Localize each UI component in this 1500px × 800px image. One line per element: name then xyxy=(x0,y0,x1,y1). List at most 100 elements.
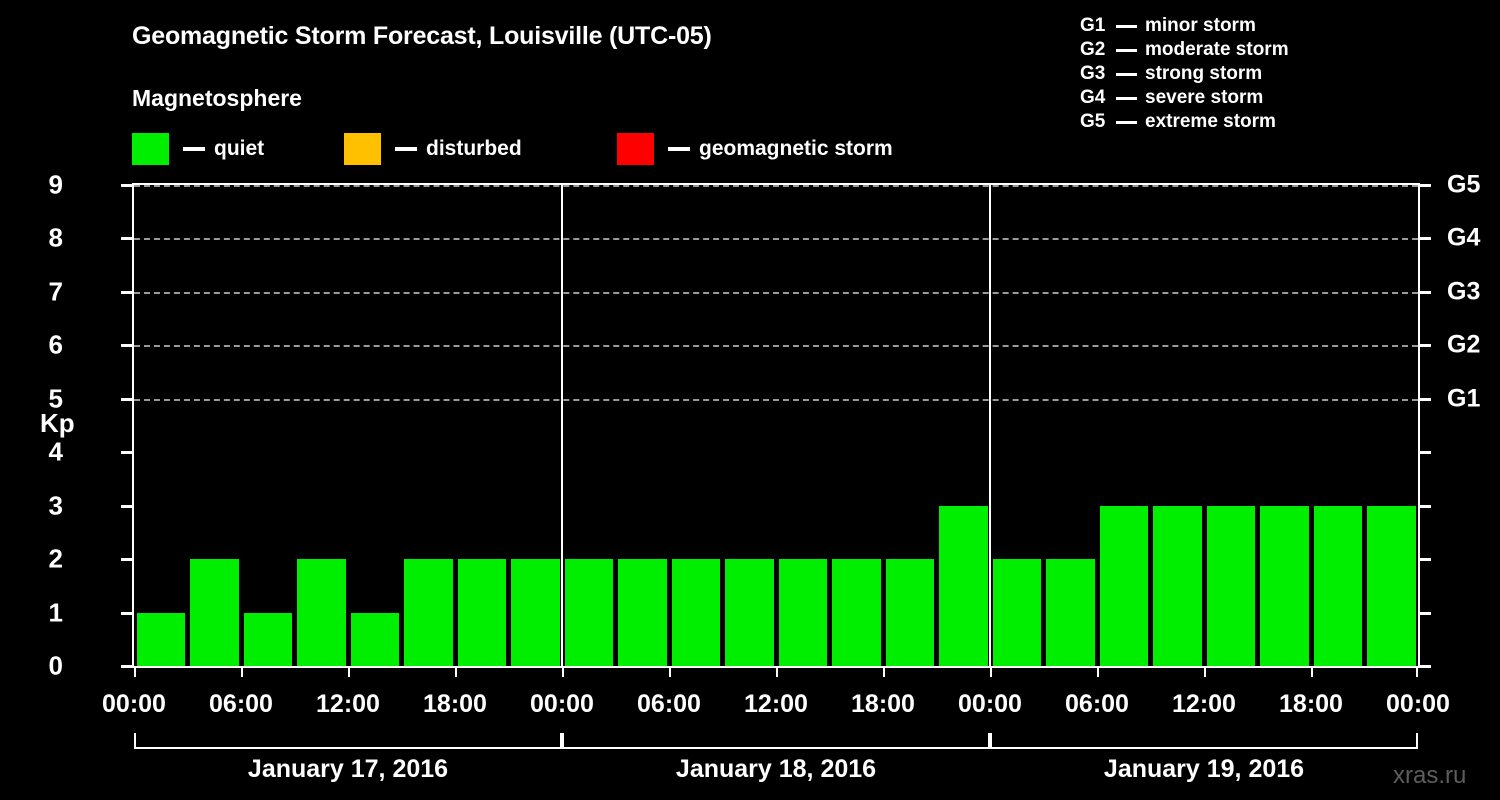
right-axis-tick xyxy=(1418,665,1431,668)
legend-swatch-disturbed xyxy=(344,133,381,165)
x-tick xyxy=(883,666,885,677)
bar[interactable] xyxy=(190,559,239,666)
bar[interactable] xyxy=(564,559,613,666)
x-tick-label: 00:00 xyxy=(102,690,166,718)
y-tick-label: 6 xyxy=(48,329,63,360)
day-bracket xyxy=(562,733,990,749)
legend-dash-icon xyxy=(395,147,417,151)
legend-swatch-quiet xyxy=(132,133,169,165)
g-legend-dash-icon xyxy=(1116,48,1137,52)
x-tick xyxy=(1097,666,1099,677)
legend-label: quiet xyxy=(214,137,265,160)
right-axis-label-g3: G3 xyxy=(1447,277,1481,306)
gridline-kp-6 xyxy=(134,345,1418,348)
day-label: January 19, 2016 xyxy=(1103,755,1305,783)
bar[interactable] xyxy=(885,559,934,666)
x-tick xyxy=(1311,666,1313,677)
g-legend-row-g2: G2 moderate storm xyxy=(1080,38,1289,62)
y-tick xyxy=(121,611,134,615)
right-axis-label-g1: G1 xyxy=(1447,384,1481,413)
bar[interactable] xyxy=(1099,505,1148,666)
legend-item-disturbed[interactable]: disturbed xyxy=(344,131,522,167)
x-tick xyxy=(1204,666,1206,677)
bar[interactable] xyxy=(1046,559,1095,666)
bar[interactable] xyxy=(778,559,827,666)
g-legend-description: extreme storm xyxy=(1145,111,1276,132)
g-legend-description: moderate storm xyxy=(1145,39,1289,60)
x-tick-label: 12:00 xyxy=(744,690,808,718)
bar[interactable] xyxy=(243,612,292,666)
g-scale-legend: G1 minor storm G2 moderate storm G3 strong st… xyxy=(1080,14,1289,134)
bar[interactable] xyxy=(511,559,560,666)
bar[interactable] xyxy=(992,559,1041,666)
bar[interactable] xyxy=(832,559,881,666)
bar[interactable] xyxy=(350,612,399,666)
x-tick-label: 12:00 xyxy=(316,690,380,718)
bar[interactable] xyxy=(1260,505,1309,666)
y-tick-label: 9 xyxy=(48,169,63,200)
y-tick-label: 8 xyxy=(48,222,63,253)
y-tick-label: 0 xyxy=(48,650,63,681)
legend-item-geomagnetic-storm[interactable]: geomagnetic storm xyxy=(617,131,893,167)
legend-dash-icon xyxy=(183,147,205,151)
bar[interactable] xyxy=(671,559,720,666)
x-tick xyxy=(562,666,564,677)
page-title: Geomagnetic Storm Forecast, Louisville (… xyxy=(132,22,712,50)
bar[interactable] xyxy=(1153,505,1202,666)
bar[interactable] xyxy=(136,612,185,666)
bar[interactable] xyxy=(1367,505,1416,666)
g-legend-dash-icon xyxy=(1116,72,1137,76)
g-legend-code: G2 xyxy=(1080,39,1106,60)
g-legend-code: G3 xyxy=(1080,63,1106,84)
legend-label: geomagnetic storm xyxy=(699,137,893,160)
x-tick xyxy=(241,666,243,677)
day-separator xyxy=(989,185,991,666)
right-axis-tick xyxy=(1418,290,1431,294)
x-tick xyxy=(348,666,350,677)
right-axis-tick xyxy=(1418,344,1431,348)
right-axis-tick xyxy=(1418,184,1431,187)
y-tick-label: 3 xyxy=(48,490,63,521)
bar[interactable] xyxy=(1313,505,1362,666)
x-tick xyxy=(776,666,778,677)
watermark: xras.ru xyxy=(1393,762,1467,789)
bar[interactable] xyxy=(939,505,988,666)
g-legend-code: G4 xyxy=(1080,87,1106,108)
x-tick xyxy=(990,666,992,677)
bar[interactable] xyxy=(1206,505,1255,666)
legend-label: disturbed xyxy=(426,137,522,160)
chart-subtitle: Magnetosphere xyxy=(132,85,302,111)
legend-item-quiet[interactable]: quiet xyxy=(132,131,264,167)
right-axis-label-g4: G4 xyxy=(1447,223,1481,252)
bar[interactable] xyxy=(457,559,506,666)
bars-layer xyxy=(134,185,1418,666)
x-tick-label: 00:00 xyxy=(530,690,594,718)
y-tick xyxy=(121,451,134,455)
bar[interactable] xyxy=(297,559,346,666)
right-axis-tick xyxy=(1418,451,1431,455)
y-tick xyxy=(121,504,134,508)
y-tick xyxy=(121,237,134,241)
y-axis-title: Kp xyxy=(40,408,75,438)
bar[interactable] xyxy=(618,559,667,666)
x-tick xyxy=(134,666,136,677)
g-legend-code: G1 xyxy=(1080,15,1106,36)
y-tick xyxy=(121,558,134,562)
day-bracket xyxy=(990,733,1418,749)
x-tick xyxy=(1416,666,1418,677)
y-tick-label: 1 xyxy=(48,597,63,628)
g-legend-description: minor storm xyxy=(1145,15,1256,36)
right-axis-tick xyxy=(1418,611,1431,615)
day-label: January 18, 2016 xyxy=(675,755,877,783)
bar[interactable] xyxy=(404,559,453,666)
bar[interactable] xyxy=(725,559,774,666)
y-tick xyxy=(121,344,134,348)
right-axis-tick xyxy=(1418,397,1431,401)
x-tick-label: 12:00 xyxy=(1172,690,1236,718)
y-tick xyxy=(121,184,134,187)
day-label: January 17, 2016 xyxy=(247,755,449,783)
legend-swatch-geomagnetic-storm xyxy=(617,133,654,165)
g-legend-row-g5: G5 extreme storm xyxy=(1080,110,1289,134)
g-legend-dash-icon xyxy=(1116,24,1137,28)
y-tick-label: 2 xyxy=(48,543,63,574)
